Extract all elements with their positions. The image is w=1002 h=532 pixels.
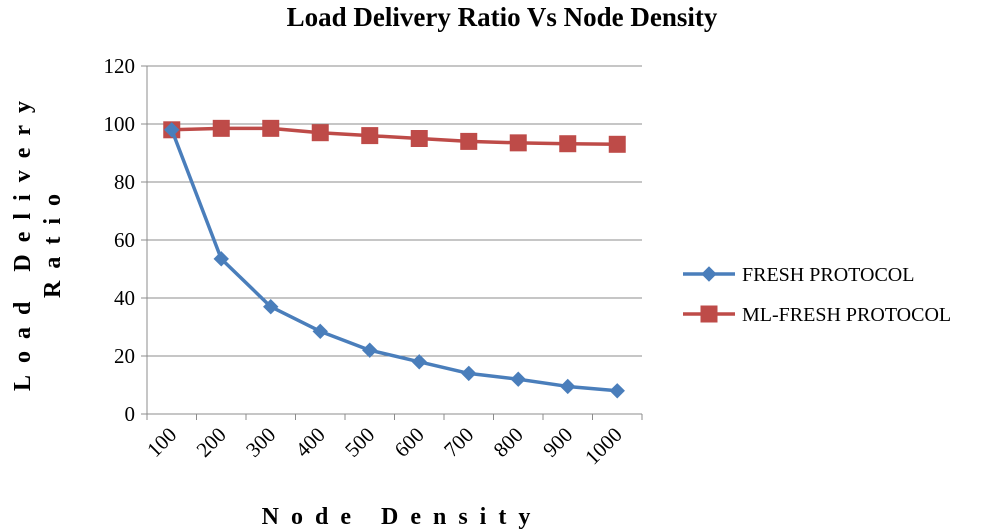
y-tick-label: 60 <box>114 228 135 252</box>
series-line <box>170 129 618 393</box>
data-point <box>460 132 478 150</box>
y-tick-label: 40 <box>114 286 135 310</box>
legend-label: ML-FRESH PROTOCOL <box>742 304 951 326</box>
legend-marker <box>700 305 718 323</box>
y-tick-label: 20 <box>114 344 135 368</box>
x-tick-label: 200 <box>192 423 231 462</box>
x-tick-label: 600 <box>390 423 429 462</box>
y-tick-label: 80 <box>114 170 135 194</box>
legend-label: FRESH PROTOCOL <box>742 264 914 286</box>
y-axis-label-line-1: Load Delivery <box>10 89 36 391</box>
x-axis-label: Node Density <box>262 504 543 530</box>
grid <box>147 65 642 357</box>
data-point <box>263 298 279 315</box>
y-tick-label: 120 <box>104 54 136 78</box>
data-point <box>608 135 626 153</box>
data-point <box>311 124 329 142</box>
y-tick-label: 100 <box>104 112 136 136</box>
data-point <box>362 342 378 358</box>
data-point <box>559 135 577 153</box>
x-tick-label: 300 <box>241 423 280 462</box>
data-point <box>262 119 280 137</box>
y-axis-label-line-2: Ratio <box>40 182 66 298</box>
legend-marker <box>701 266 717 282</box>
data-point <box>560 378 576 395</box>
series-line <box>171 126 618 147</box>
data-point <box>609 383 625 399</box>
x-tick-label: 800 <box>489 423 528 462</box>
x-tick-label: 500 <box>340 423 379 462</box>
x-tick-label: 400 <box>291 423 330 462</box>
data-point <box>411 354 427 370</box>
x-tick-label: 700 <box>439 423 478 462</box>
x-tick-label: 100 <box>142 423 181 462</box>
x-tick-label: 900 <box>538 423 577 462</box>
data-point <box>509 134 527 152</box>
data-point <box>212 119 230 137</box>
data-point <box>410 130 428 147</box>
data-point <box>164 122 180 138</box>
legend: FRESH PROTOCOL ML-FRESH PROTOCOL <box>683 264 951 326</box>
y-axis-ticks: 0 20 40 60 80 100 120 <box>104 54 147 426</box>
x-tick-label: 1000 <box>580 423 627 470</box>
data-point <box>213 251 229 267</box>
chart-title: Load Delivery Ratio Vs Node Density <box>287 2 718 32</box>
data-point <box>312 323 328 340</box>
data-point <box>461 365 477 382</box>
y-tick-label: 0 <box>125 402 136 426</box>
series-layer <box>163 119 626 399</box>
data-point <box>510 371 526 387</box>
data-point <box>361 127 379 145</box>
